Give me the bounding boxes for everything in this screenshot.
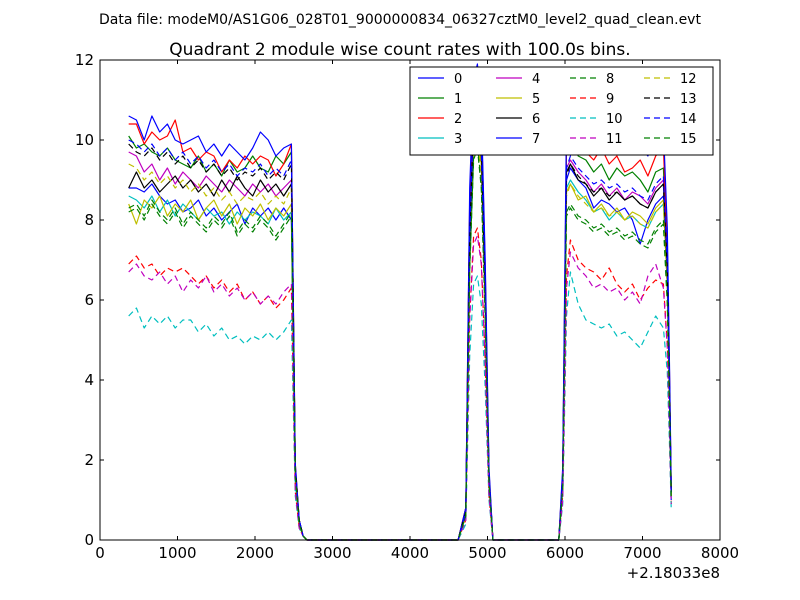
legend-label-1: 1 — [454, 92, 462, 107]
x-tick-label: 1000 — [158, 544, 196, 562]
chart-title: Quadrant 2 module wise count rates with … — [169, 40, 630, 60]
legend-label-0: 0 — [454, 72, 462, 87]
y-tick-label: 10 — [75, 131, 94, 149]
y-tick-label: 6 — [84, 291, 94, 309]
legend-label-12: 12 — [680, 72, 697, 87]
x-tick-label: 4000 — [391, 544, 429, 562]
legend-label-15: 15 — [680, 132, 697, 147]
y-tick-label: 12 — [75, 51, 94, 69]
x-tick-label: 0 — [95, 544, 105, 562]
x-tick-label: 2000 — [236, 544, 274, 562]
series-line-12 — [128, 131, 672, 541]
x-tick-label: 6000 — [546, 544, 584, 562]
figure-suptitle: Data file: modeM0/AS1G06_028T01_90000008… — [99, 12, 701, 28]
x-offset-label: +2.18033e8 — [627, 564, 720, 582]
legend-label-6: 6 — [532, 112, 540, 127]
legend-label-5: 5 — [532, 92, 540, 107]
legend-label-13: 13 — [680, 92, 697, 107]
legend-label-4: 4 — [532, 72, 540, 87]
x-tick-label: 5000 — [468, 544, 506, 562]
y-tick-label: 2 — [84, 451, 94, 469]
series-line-10 — [128, 271, 672, 541]
legend-label-14: 14 — [680, 112, 697, 127]
x-tick-label: 3000 — [313, 544, 351, 562]
legend-label-11: 11 — [606, 132, 623, 147]
legend-label-2: 2 — [454, 112, 462, 127]
legend-label-10: 10 — [606, 112, 623, 127]
y-tick-label: 8 — [84, 211, 94, 229]
x-tick-label: 8000 — [701, 544, 739, 562]
legend-label-3: 3 — [454, 132, 462, 147]
axes: 0 1000 2000 3000 4000 5000 6000 7000 80000246810… — [75, 51, 739, 562]
legend-label-9: 9 — [606, 92, 614, 107]
legend-label-8: 8 — [606, 72, 614, 87]
series-line-11 — [128, 235, 672, 541]
y-tick-label: 0 — [84, 531, 94, 549]
series-line-15 — [128, 147, 672, 541]
legend-box — [409, 66, 714, 156]
legend-label-7: 7 — [532, 132, 540, 147]
series-line-13 — [128, 111, 672, 541]
y-tick-label: 4 — [84, 371, 94, 389]
x-tick-label: 7000 — [623, 544, 661, 562]
